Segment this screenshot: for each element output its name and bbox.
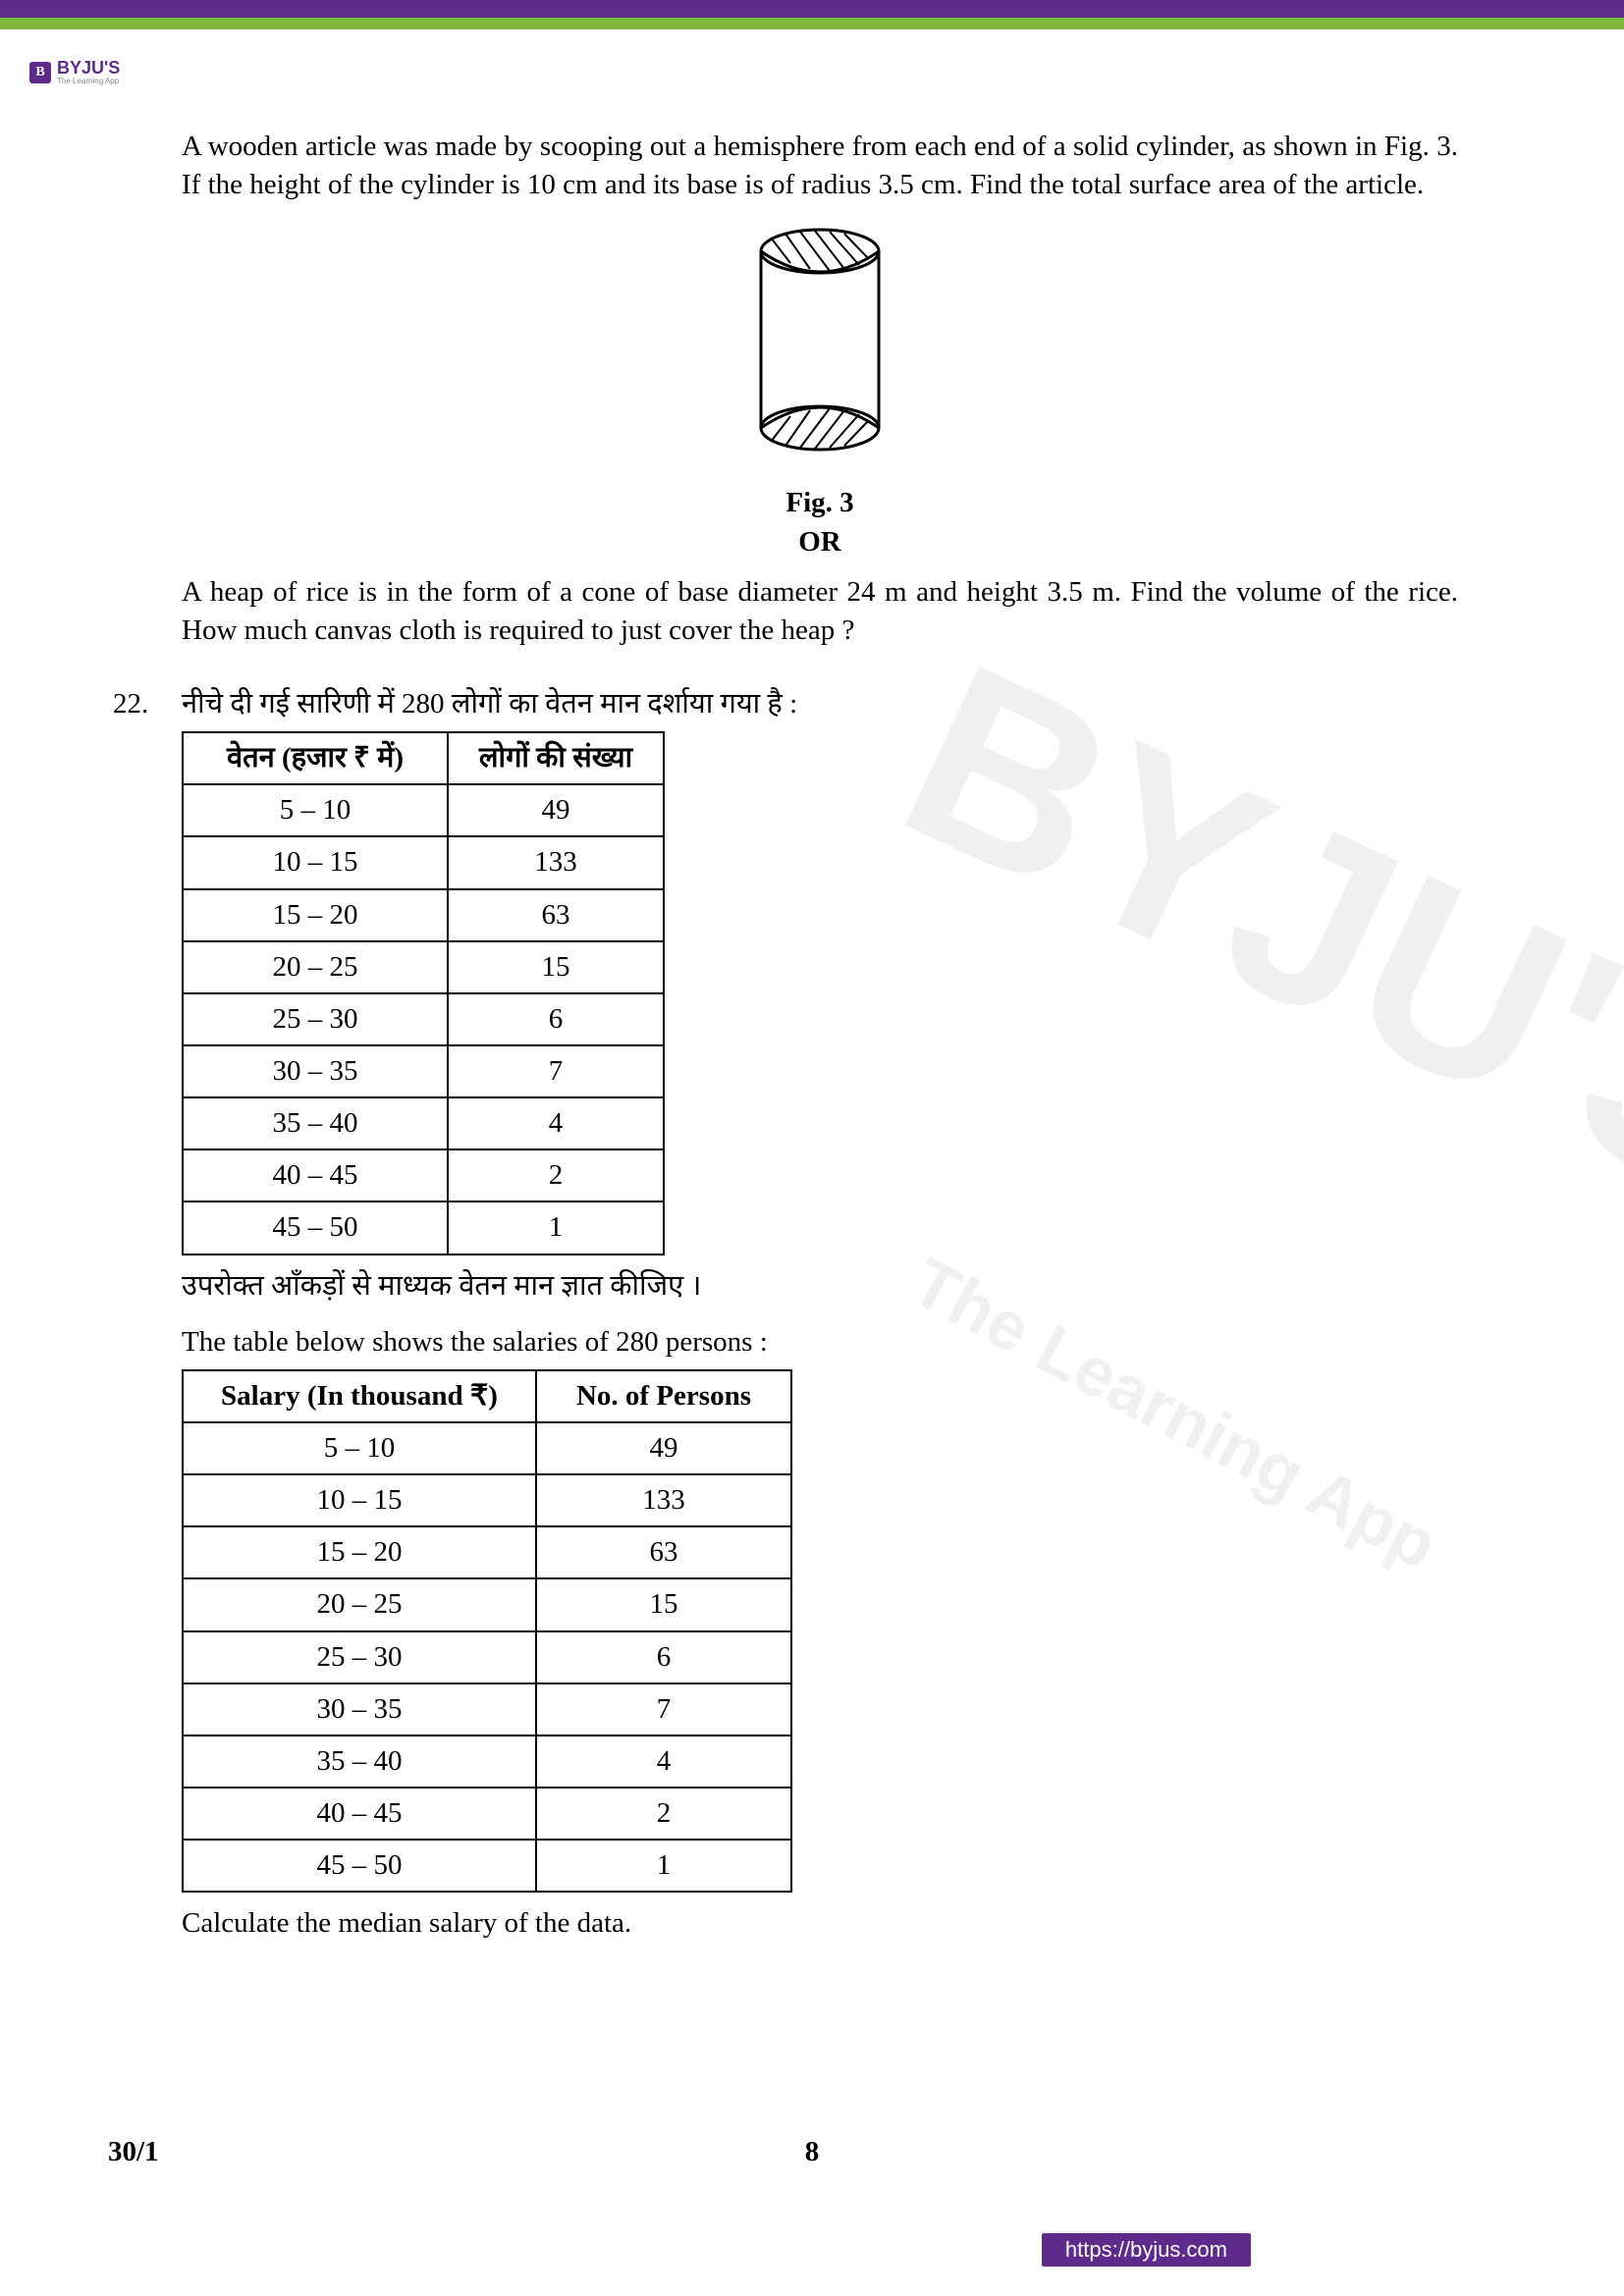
table-cell: 63 xyxy=(536,1526,791,1578)
table-row: 40 – 452 xyxy=(183,1788,791,1840)
figure-label: Fig. 3 xyxy=(182,484,1458,522)
cylinder-hemisphere-icon xyxy=(736,222,903,467)
table-cell: 35 – 40 xyxy=(183,1735,536,1788)
table-cell: 15 xyxy=(536,1578,791,1630)
table-cell: 45 – 50 xyxy=(183,1840,536,1892)
page-content: A wooden article was made by scooping ou… xyxy=(182,128,1458,1943)
figure-3 xyxy=(182,222,1458,478)
question-22: 22. नीचे दी गई सारिणी में 280 लोगों का व… xyxy=(182,685,1458,1943)
table-row: 20 – 2515 xyxy=(183,941,664,993)
table-cell: 10 – 15 xyxy=(183,1474,536,1526)
table-cell: 45 – 50 xyxy=(183,1201,448,1254)
table-row: 15 – 2063 xyxy=(183,889,664,941)
top-purple-bar xyxy=(0,0,1624,18)
logo-icon: B xyxy=(29,62,51,83)
question-number: 22. xyxy=(113,685,148,723)
table-cell: 40 – 45 xyxy=(183,1788,536,1840)
table-row: 25 – 306 xyxy=(183,993,664,1045)
table-row: 40 – 452 xyxy=(183,1149,664,1201)
table-cell: 1 xyxy=(536,1840,791,1892)
table-cell: 4 xyxy=(448,1097,664,1149)
q21-or-text-en: A heap of rice is in the form of a cone … xyxy=(182,573,1458,650)
table-cell: 6 xyxy=(536,1631,791,1683)
q22-intro-hi: नीचे दी गई सारिणी में 280 लोगों का वेतन … xyxy=(182,685,1458,723)
table-row: 5 – 1049 xyxy=(183,1422,791,1474)
page-number: 8 xyxy=(0,2136,1624,2168)
table-cell: 49 xyxy=(536,1422,791,1474)
table-row: 30 – 357 xyxy=(183,1683,791,1735)
q21-text-en: A wooden article was made by scooping ou… xyxy=(182,128,1458,204)
table-cell: 2 xyxy=(536,1788,791,1840)
table-cell: 49 xyxy=(448,784,664,836)
brand-logo: B BYJU'S The Learning App xyxy=(29,59,120,85)
table-cell: 40 – 45 xyxy=(183,1149,448,1201)
logo-tagline: The Learning App xyxy=(57,77,120,85)
table-cell: 20 – 25 xyxy=(183,1578,536,1630)
table-row: 35 – 404 xyxy=(183,1097,664,1149)
table-row: 45 – 501 xyxy=(183,1840,791,1892)
table-row: 35 – 404 xyxy=(183,1735,791,1788)
table-row: 25 – 306 xyxy=(183,1631,791,1683)
table-row: 15 – 2063 xyxy=(183,1526,791,1578)
salary-table-english: Salary (In thousand ₹)No. of Persons 5 –… xyxy=(182,1369,792,1893)
table-cell: 15 xyxy=(448,941,664,993)
logo-name: BYJU'S xyxy=(57,59,120,77)
q22-conclusion-en: Calculate the median salary of the data. xyxy=(182,1904,1458,1943)
table-row: 30 – 357 xyxy=(183,1045,664,1097)
table-cell: 133 xyxy=(536,1474,791,1526)
footer-url: https://byjus.com xyxy=(1042,2233,1251,2267)
table-cell: 7 xyxy=(536,1683,791,1735)
table-row: 10 – 15133 xyxy=(183,1474,791,1526)
table-cell: 4 xyxy=(536,1735,791,1788)
table-row: 10 – 15133 xyxy=(183,836,664,888)
table-cell: 10 – 15 xyxy=(183,836,448,888)
table-cell: 5 – 10 xyxy=(183,1422,536,1474)
table-cell: 25 – 30 xyxy=(183,993,448,1045)
table-header: Salary (In thousand ₹) xyxy=(183,1370,536,1422)
table-cell: 25 – 30 xyxy=(183,1631,536,1683)
q22-conclusion-hi: उपरोक्त आँकड़ों से माध्यक वेतन मान ज्ञात… xyxy=(182,1267,1458,1306)
table-header: वेतन (हजार ₹ में) xyxy=(183,732,448,784)
table-cell: 30 – 35 xyxy=(183,1045,448,1097)
table-cell: 63 xyxy=(448,889,664,941)
table-cell: 133 xyxy=(448,836,664,888)
table-cell: 6 xyxy=(448,993,664,1045)
table-cell: 5 – 10 xyxy=(183,784,448,836)
top-green-bar xyxy=(0,18,1624,29)
q22-intro-en: The table below shows the salaries of 28… xyxy=(182,1323,1458,1362)
table-row: 5 – 1049 xyxy=(183,784,664,836)
table-row: 20 – 2515 xyxy=(183,1578,791,1630)
table-cell: 30 – 35 xyxy=(183,1683,536,1735)
table-cell: 35 – 40 xyxy=(183,1097,448,1149)
table-cell: 7 xyxy=(448,1045,664,1097)
table-row: 45 – 501 xyxy=(183,1201,664,1254)
table-cell: 20 – 25 xyxy=(183,941,448,993)
table-cell: 2 xyxy=(448,1149,664,1201)
table-header: No. of Persons xyxy=(536,1370,791,1422)
salary-table-hindi: वेतन (हजार ₹ में)लोगों की संख्या 5 – 104… xyxy=(182,731,665,1255)
table-header: लोगों की संख्या xyxy=(448,732,664,784)
table-cell: 1 xyxy=(448,1201,664,1254)
table-cell: 15 – 20 xyxy=(183,1526,536,1578)
table-cell: 15 – 20 xyxy=(183,889,448,941)
or-separator: OR xyxy=(182,523,1458,561)
